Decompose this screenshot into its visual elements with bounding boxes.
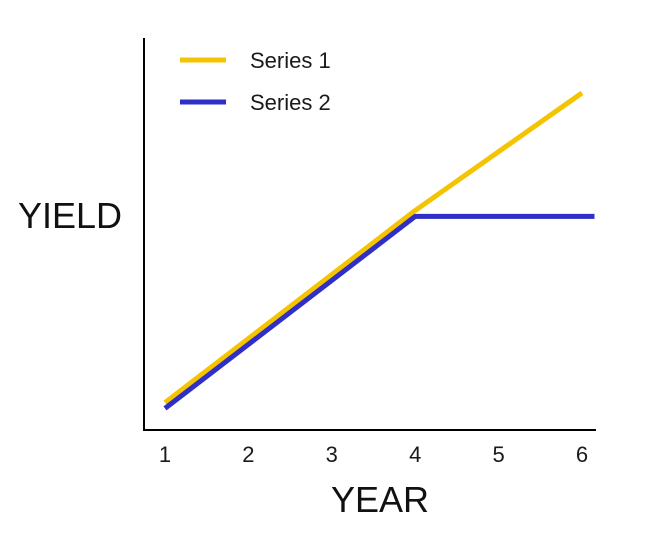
x-tick-label: 2	[242, 442, 254, 467]
x-axis-title: YEAR	[331, 479, 429, 520]
legend-label-series-2: Series 2	[250, 90, 331, 115]
legend-label-series-1: Series 1	[250, 48, 331, 73]
x-tick-label: 3	[326, 442, 338, 467]
x-tick-label: 6	[576, 442, 588, 467]
x-tick-label: 5	[492, 442, 504, 467]
series-2-line	[163, 213, 595, 411]
x-tick-labels: 1 2 3 4 5 6	[159, 442, 588, 467]
y-axis-title: YIELD	[18, 195, 122, 236]
axes	[143, 38, 596, 431]
x-tick-label: 1	[159, 442, 171, 467]
legend: Series 1 Series 2	[180, 48, 331, 115]
series-1-line	[163, 90, 584, 405]
series-layer	[163, 90, 595, 411]
x-tick-label: 4	[409, 442, 421, 467]
